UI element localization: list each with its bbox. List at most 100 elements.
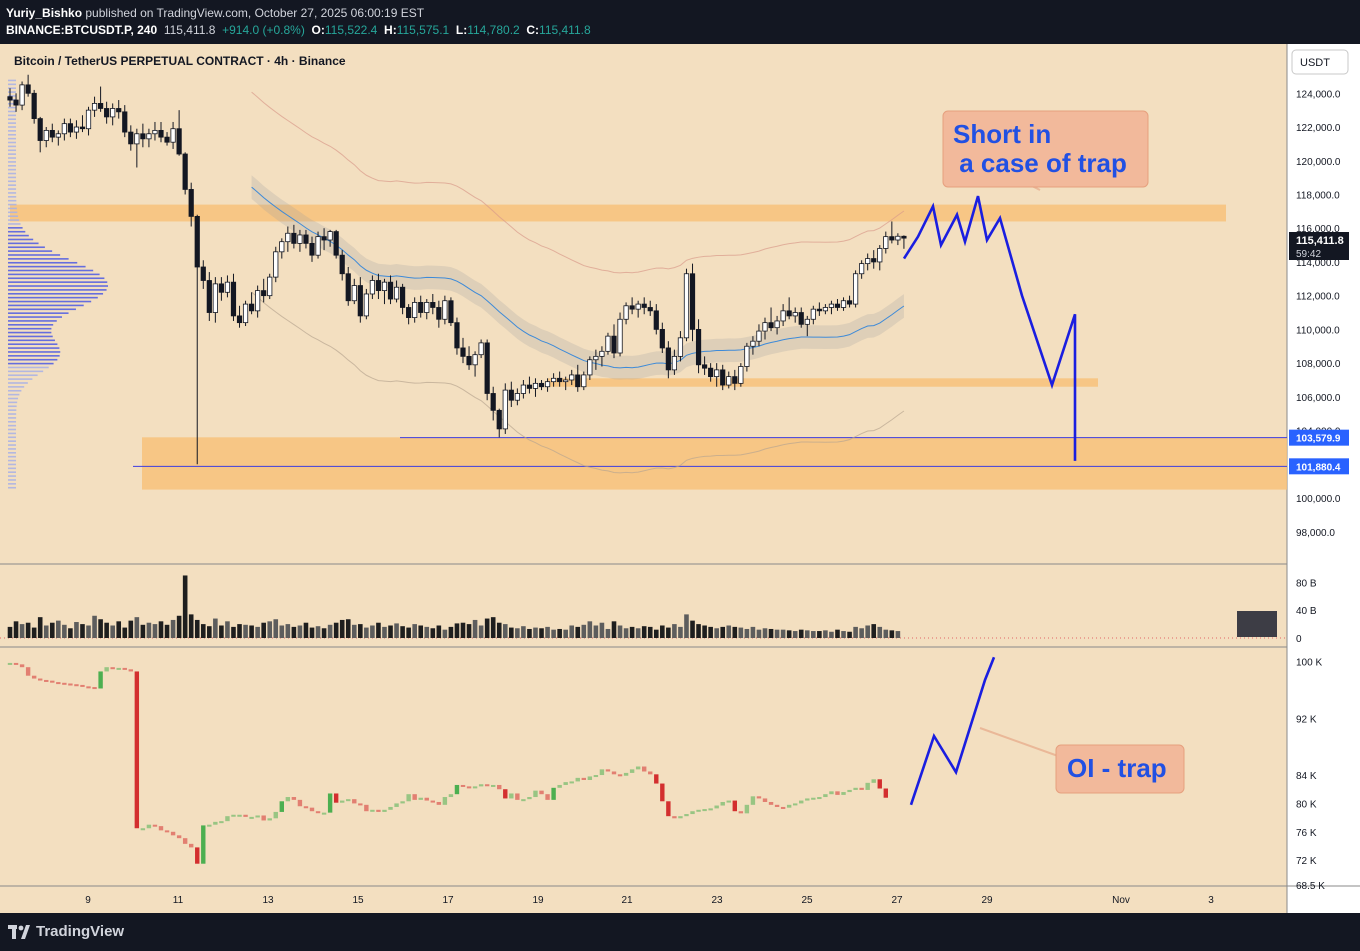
volume-bar xyxy=(780,629,786,638)
candle xyxy=(490,386,496,421)
candle-body xyxy=(750,340,756,347)
oi-bar xyxy=(388,806,393,810)
oi-bar xyxy=(56,682,61,685)
candle xyxy=(617,312,623,357)
volume-bar xyxy=(750,626,756,638)
candle xyxy=(889,221,895,244)
oi-bar xyxy=(68,683,73,686)
candle xyxy=(194,214,200,465)
oi-bar xyxy=(158,826,164,831)
volume-profile-bar xyxy=(8,312,69,314)
volume-profile-bar xyxy=(8,428,17,431)
volume-bar xyxy=(533,627,538,638)
oi-bar xyxy=(714,805,719,809)
candle-body xyxy=(49,129,55,138)
low-value: 114,780.2 xyxy=(467,23,520,37)
volume-profile-bar xyxy=(8,176,17,179)
candle xyxy=(140,123,146,148)
currency-button[interactable]: USDT xyxy=(1291,49,1349,75)
candle-body xyxy=(859,263,865,275)
candle-body xyxy=(309,242,315,256)
volume-profile-bar xyxy=(8,296,98,299)
volume-bar xyxy=(170,619,176,638)
oi-bar xyxy=(25,667,31,676)
candle-body xyxy=(255,290,261,312)
candle xyxy=(828,300,835,315)
oi-bar xyxy=(382,809,387,812)
oi-bar xyxy=(666,801,671,817)
oi-bar xyxy=(394,803,399,807)
oi-bar xyxy=(799,800,804,804)
symbol-label[interactable]: BINANCE:BTCUSDT.P, 240 xyxy=(6,23,158,37)
candle xyxy=(424,299,430,320)
volume-profile-bar xyxy=(8,459,16,462)
volume-profile-bar xyxy=(8,219,20,221)
price-tick-label: 100,000.0 xyxy=(1296,494,1341,505)
author-name[interactable]: Yuriy_Bishko xyxy=(6,6,83,20)
tradingview-logo[interactable]: TradingView xyxy=(8,923,124,940)
volume-profile-bar xyxy=(8,448,17,450)
candle-body xyxy=(406,307,412,318)
candle xyxy=(714,363,720,387)
chart-title: Bitcoin / TetherUS PERPETUAL CONTRACT · … xyxy=(14,54,346,68)
volume-bar xyxy=(424,626,430,638)
chart-canvas[interactable]: 124,000.0 122,000.0 120,000.0 118,000.0 116,… xyxy=(0,44,1360,913)
oi-tick-label: 100 K xyxy=(1296,658,1322,669)
level-tag: 103,579.9 xyxy=(1296,434,1341,445)
volume-profile-bar xyxy=(8,145,17,148)
volume-bar xyxy=(527,628,532,638)
candle-body xyxy=(738,366,744,384)
volume-bar xyxy=(285,624,291,638)
volume-bar xyxy=(249,625,254,638)
candle xyxy=(387,275,394,305)
candle xyxy=(581,371,587,391)
candle-body xyxy=(387,281,394,300)
oi-bar xyxy=(448,794,454,798)
volume-profile-bar xyxy=(8,168,17,171)
candle xyxy=(544,378,551,392)
oi-bar xyxy=(442,797,448,805)
volume-bar xyxy=(49,622,55,638)
volume-bar xyxy=(496,622,502,638)
oi-bar xyxy=(406,794,411,802)
candle-body xyxy=(695,328,702,366)
candle-body xyxy=(418,302,424,313)
volume-profile-bar xyxy=(8,141,17,144)
volume-profile-bar xyxy=(8,273,100,276)
candle xyxy=(877,245,883,271)
candle-body xyxy=(273,251,279,278)
volume-bar xyxy=(762,628,768,638)
volume-bar xyxy=(889,630,895,638)
volume-bar xyxy=(382,626,387,638)
oi-trap-callout[interactable]: OI - trap xyxy=(979,727,1185,794)
oi-bar xyxy=(635,766,641,770)
candle-body xyxy=(140,133,146,140)
volume-profile-bar xyxy=(8,196,17,198)
volume-profile-bar xyxy=(8,304,84,307)
candle xyxy=(273,246,279,283)
candle-body xyxy=(786,310,792,317)
candle-body xyxy=(520,384,527,394)
oi-bar xyxy=(110,667,115,670)
candle-body xyxy=(357,285,363,317)
volume-profile-bar xyxy=(8,327,52,330)
short-trap-callout[interactable]: Short in a case of trap xyxy=(942,110,1149,191)
candle-body xyxy=(61,123,67,135)
oi-bar xyxy=(521,799,526,802)
volume-bar xyxy=(829,631,834,638)
candle xyxy=(369,275,376,300)
volume-profile-bar xyxy=(8,79,16,82)
candle-body xyxy=(623,305,629,320)
volume-profile-bar xyxy=(8,463,16,466)
volume-profile-bar xyxy=(8,102,16,105)
candle-body xyxy=(146,133,152,140)
oi-tick-label: 84 K xyxy=(1296,771,1317,782)
oi-bar xyxy=(617,774,623,777)
oi-bar xyxy=(309,807,315,812)
candle xyxy=(840,297,847,311)
candle xyxy=(744,342,750,372)
candle xyxy=(152,121,158,141)
candle-body xyxy=(792,312,798,317)
candle xyxy=(110,103,116,126)
volume-profile-bar xyxy=(8,358,58,361)
